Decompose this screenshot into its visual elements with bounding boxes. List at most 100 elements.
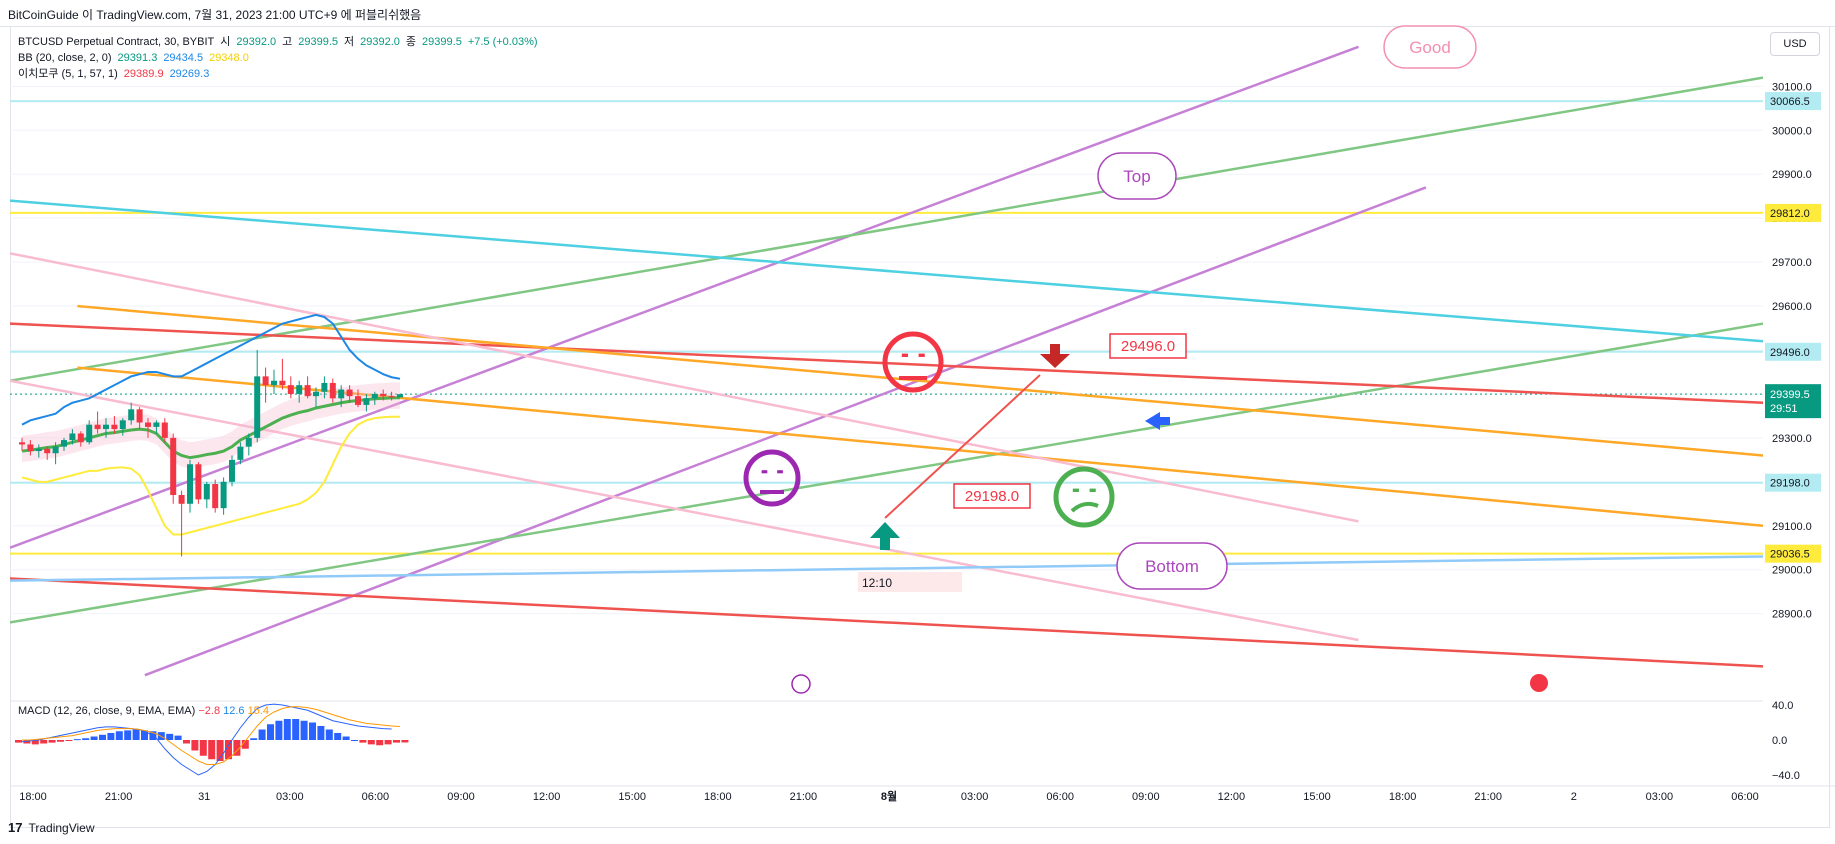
- candle-21[interactable]: [195, 464, 202, 500]
- candle-43[interactable]: [380, 393, 387, 397]
- macd-bar-29: [258, 729, 266, 740]
- candle-29[interactable]: [262, 376, 269, 386]
- tradingview-logo-icon[interactable]: 17: [8, 820, 23, 835]
- trendline-11[interactable]: [10, 555, 1763, 582]
- price-marker-bg-0: [1765, 92, 1821, 111]
- candle-45[interactable]: [397, 394, 403, 398]
- candle-13[interactable]: [128, 409, 135, 421]
- trendline-3[interactable]: [10, 322, 1763, 624]
- trendline-4[interactable]: [10, 199, 1763, 343]
- candle-28[interactable]: [254, 376, 261, 438]
- candle-9[interactable]: [94, 424, 101, 430]
- price-marker-label-1: 29812.0: [1770, 208, 1810, 220]
- trendline-2[interactable]: [10, 76, 1763, 382]
- neutral-face-icon[interactable]: [882, 331, 944, 393]
- neutral-face-icon-eye-l: [901, 353, 908, 357]
- candle-4[interactable]: [52, 446, 59, 454]
- last-price-marker[interactable]: 29399.5 29:51: [1765, 384, 1821, 419]
- candle-1[interactable]: [27, 444, 34, 452]
- macd-bar-33: [292, 719, 300, 740]
- candle-18[interactable]: [170, 437, 177, 495]
- good-bubble[interactable]: Good: [1383, 25, 1477, 69]
- currency-button[interactable]: USD: [1770, 32, 1820, 56]
- trendline-7[interactable]: [77, 304, 1763, 457]
- macd-bar-14: [132, 729, 140, 740]
- annotations[interactable]: Good Top Bottom 29496.0 29198.0 12:10: [743, 25, 1548, 694]
- candle-26[interactable]: [237, 446, 244, 460]
- candle-16[interactable]: [153, 422, 160, 427]
- us-flag-icon[interactable]: [1530, 674, 1548, 692]
- candle-27[interactable]: [245, 437, 252, 447]
- candle-12[interactable]: [119, 420, 126, 430]
- candle-34[interactable]: [304, 385, 311, 397]
- candle-5[interactable]: [61, 440, 67, 447]
- candle-7[interactable]: [77, 433, 84, 443]
- candle-44[interactable]: [388, 396, 395, 398]
- candle-36[interactable]: [321, 382, 328, 392]
- neutral-face-icon-eye-r: [918, 353, 925, 357]
- price-marker-bg-1: [1765, 203, 1821, 222]
- chart-frame: [10, 27, 1830, 828]
- candle-3[interactable]: [44, 448, 51, 454]
- candle-15[interactable]: [145, 422, 151, 427]
- price-marker-0[interactable]: 30066.5: [1765, 92, 1821, 111]
- footer-brand[interactable]: TradingView: [28, 820, 95, 835]
- macd-bar-20: [183, 740, 190, 744]
- candle-38[interactable]: [338, 389, 345, 399]
- candle-22[interactable]: [203, 484, 210, 500]
- candle-6[interactable]: [69, 433, 76, 441]
- symbol-title[interactable]: BTCUSD Perpetual Contract, 30, BYBIT: [18, 36, 215, 48]
- bb-row[interactable]: BB (20, close, 2, 0) 29391.3 29434.5 293…: [18, 50, 538, 66]
- neutral-face-icon-small[interactable]: [743, 449, 801, 507]
- candle-20[interactable]: [187, 464, 193, 504]
- price-marker-2[interactable]: 29496.0: [1765, 342, 1821, 361]
- candle-37[interactable]: [329, 382, 336, 399]
- macd-tick-2: −40.0: [1772, 770, 1800, 782]
- high-label: 고: [282, 36, 293, 48]
- price-marker-3[interactable]: 29198.0: [1765, 473, 1821, 492]
- price-marker-1[interactable]: 29812.0: [1765, 203, 1821, 222]
- candle-32[interactable]: [287, 385, 294, 394]
- candle-40[interactable]: [355, 396, 361, 405]
- price-tag-29496[interactable]: 29496.0: [1109, 333, 1187, 359]
- candle-19[interactable]: [178, 495, 185, 504]
- candle-30[interactable]: [271, 380, 277, 386]
- candles[interactable]: [19, 350, 403, 557]
- trendline-6[interactable]: [10, 577, 1763, 668]
- price-marker-4[interactable]: 29036.5: [1765, 544, 1821, 563]
- candle-2[interactable]: [35, 448, 42, 452]
- candle-41[interactable]: [363, 398, 370, 405]
- price-marker-label-3: 29198.0: [1770, 478, 1810, 490]
- candle-23[interactable]: [212, 484, 219, 509]
- candle-11[interactable]: [111, 424, 118, 430]
- candle-31[interactable]: [279, 380, 286, 386]
- candle-14[interactable]: [136, 409, 143, 423]
- candle-10[interactable]: [103, 424, 109, 430]
- time-axis[interactable]: 18:00 21:00 31 03:00 06:00 09:00 12:00 15:00 18:…: [10, 785, 1835, 803]
- ichimoku-row[interactable]: 이치모쿠 (5, 1, 57, 1) 29389.9 29269.3: [18, 66, 538, 82]
- candle-24[interactable]: [220, 481, 227, 509]
- trendline-10[interactable]: [10, 379, 1359, 642]
- candle-8[interactable]: [86, 424, 93, 443]
- confused-face-icon[interactable]: [1053, 466, 1115, 528]
- candle-17[interactable]: [161, 422, 168, 438]
- bottom-bubble[interactable]: Bottom: [1116, 542, 1228, 590]
- trendline-0[interactable]: [10, 45, 1359, 549]
- candle-0[interactable]: [19, 442, 25, 445]
- price-tag-29198[interactable]: 29198.0: [953, 483, 1031, 509]
- candle-35[interactable]: [313, 391, 319, 397]
- candle-39[interactable]: [346, 389, 353, 397]
- top-bubble[interactable]: Top: [1097, 152, 1177, 200]
- price-axis[interactable]: 28900.029000.029100.029200.029300.029400…: [1765, 81, 1821, 782]
- macd-tick-1: 0.0: [1772, 735, 1787, 747]
- lightning-icon[interactable]: [791, 674, 811, 694]
- candle-25[interactable]: [229, 459, 235, 482]
- trendline-1[interactable]: [144, 186, 1427, 677]
- candle-33[interactable]: [296, 385, 303, 394]
- candle-42[interactable]: [371, 393, 378, 399]
- trendline-9[interactable]: [10, 252, 1359, 523]
- price-marker-bg-2: [1765, 342, 1821, 361]
- price-marker-bg-4: [1765, 544, 1821, 563]
- macd-legend[interactable]: MACD (12, 26, close, 9, EMA, EMA) −2.8 1…: [18, 705, 269, 717]
